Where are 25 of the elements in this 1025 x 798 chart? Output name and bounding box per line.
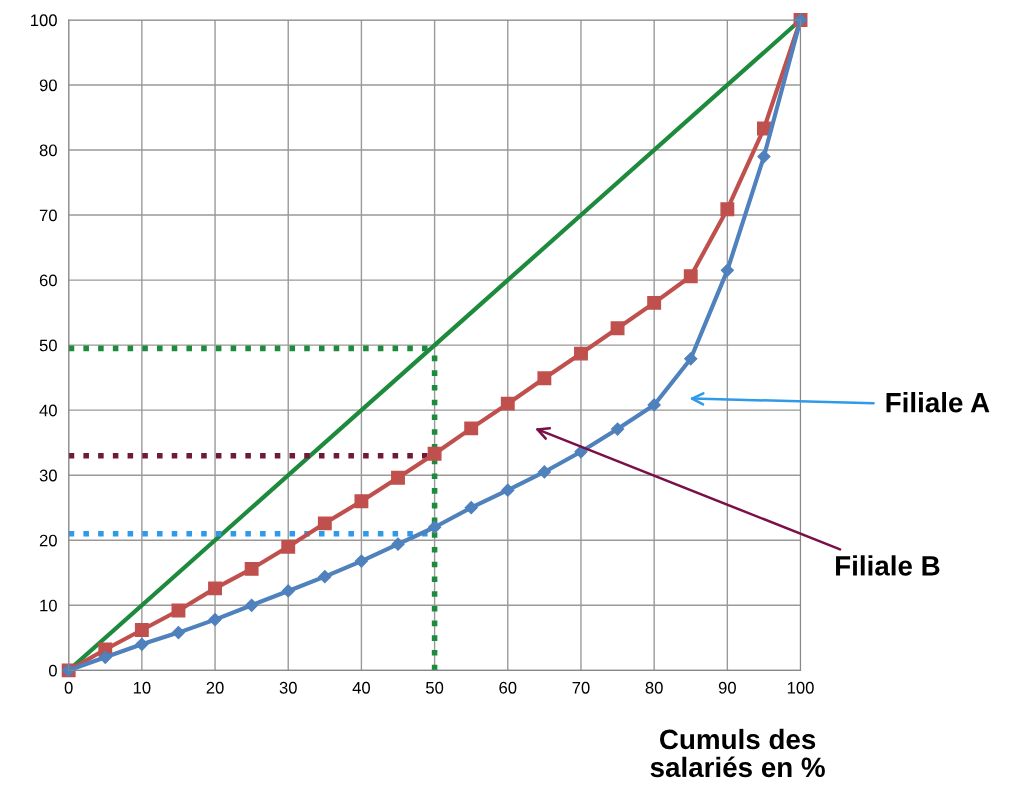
x-tick-label: 100 [787, 681, 814, 694]
x-tick-label: 30 [279, 681, 297, 694]
y-tick-label: 80 [39, 144, 57, 157]
y-tick-label: 90 [39, 79, 57, 92]
y-tick-label: 20 [39, 534, 57, 547]
x-tick-label: 60 [499, 681, 517, 694]
y-tick-label: 10 [40, 599, 57, 612]
x-tick-label: 90 [718, 681, 736, 694]
x-tick-label: 80 [645, 681, 663, 694]
x-axis-title: Cumuls des salariés en % [650, 728, 825, 778]
text: Filiale B [836, 555, 940, 576]
y-tick-label: 30 [39, 469, 57, 482]
x-tick-label: 20 [206, 681, 224, 694]
y-tick-label: 40 [39, 404, 57, 417]
y-tick-label: 70 [39, 209, 57, 222]
y-tick-label: 60 [39, 274, 57, 287]
y-tick-label: 0 [48, 664, 57, 677]
text: Filiale A [886, 392, 990, 413]
y-tick-label: 100 [31, 14, 57, 27]
x-tick-label: 40 [352, 681, 371, 694]
y-tick-label: 50 [39, 339, 57, 352]
x-tick-label: 10 [133, 681, 151, 694]
x-tick-label: 70 [572, 681, 590, 694]
x-tick-label: 50 [426, 681, 444, 694]
x-tick-label: 0 [64, 681, 73, 694]
